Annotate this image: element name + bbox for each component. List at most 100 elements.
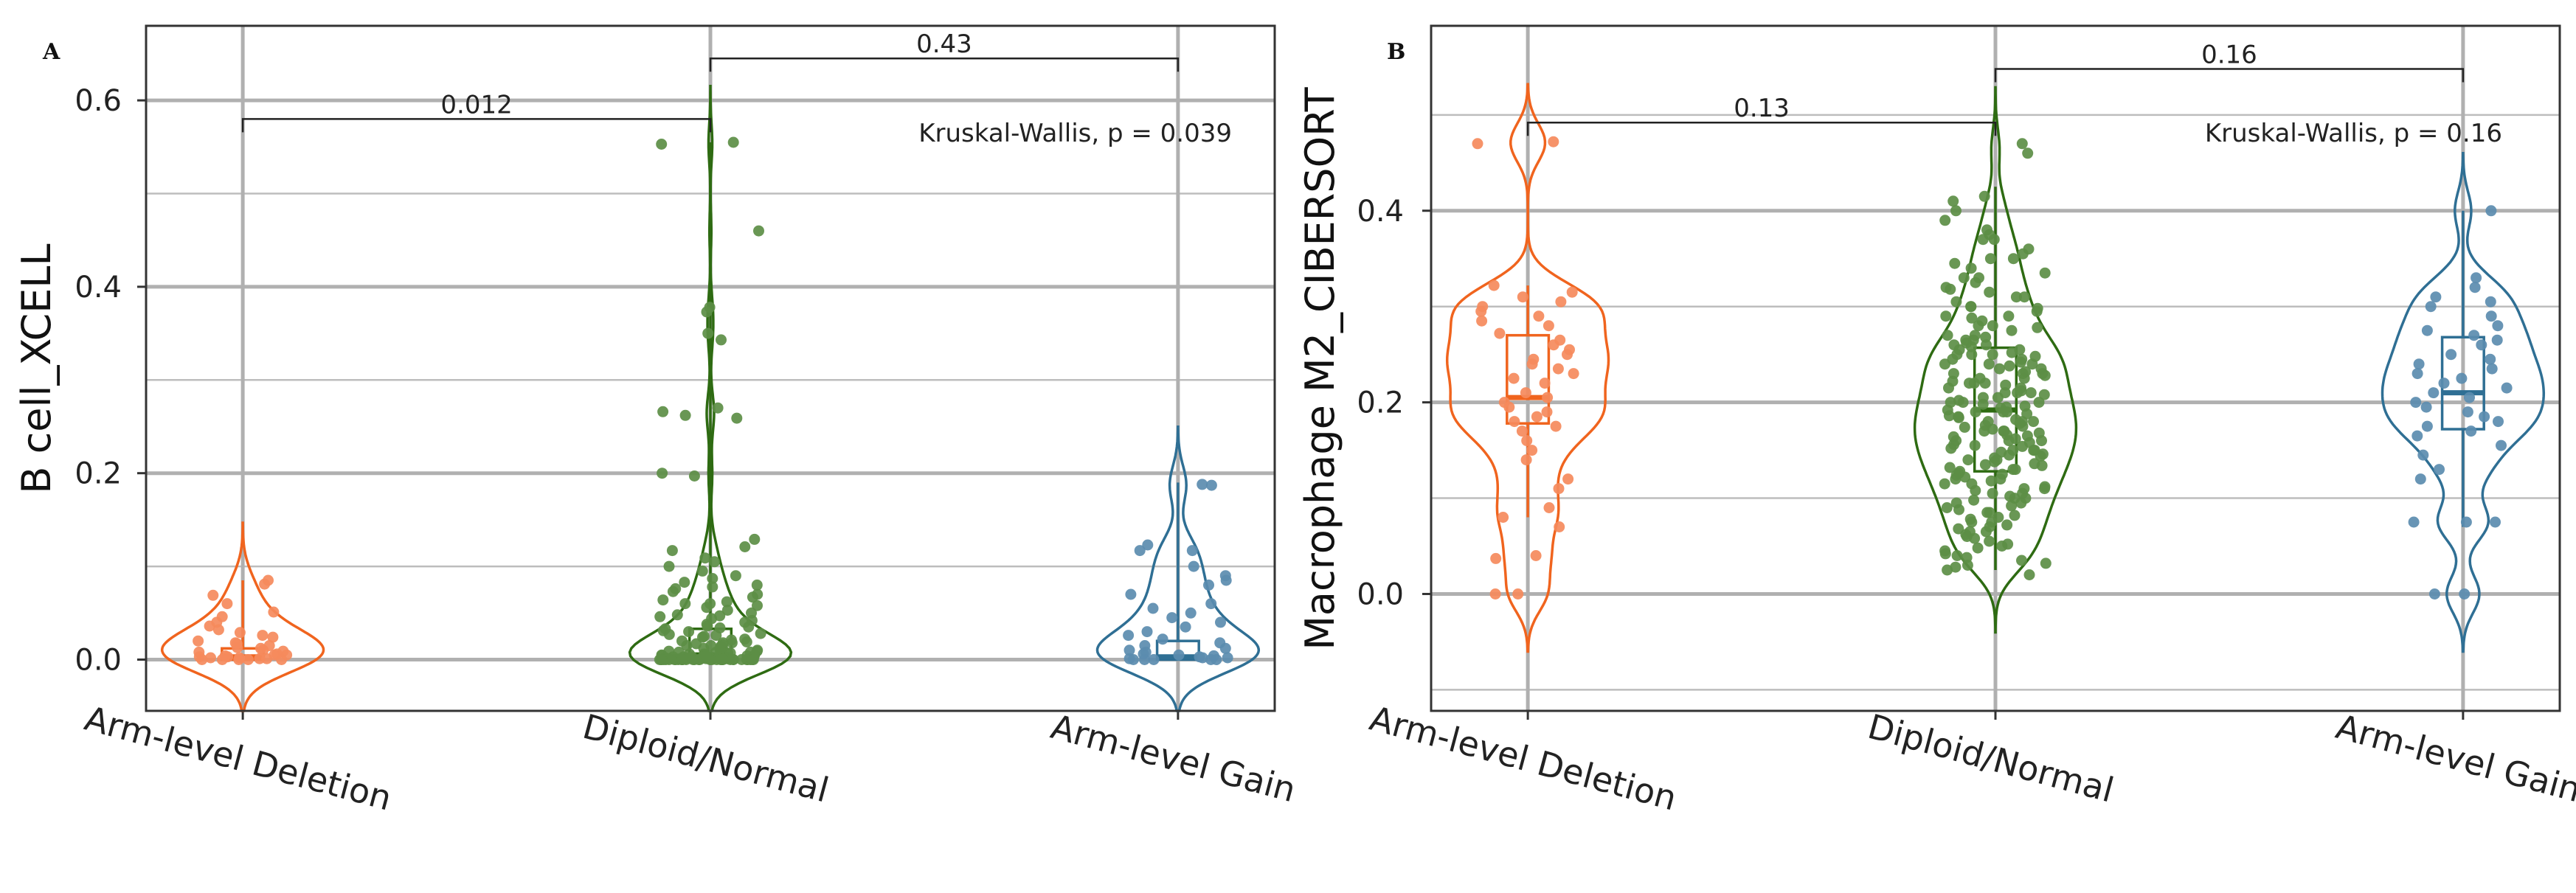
data-point: [2445, 349, 2457, 361]
data-point: [721, 596, 733, 608]
data-point: [2421, 324, 2433, 336]
data-point: [1970, 406, 1981, 418]
data-point: [1939, 358, 1950, 370]
data-point: [752, 600, 763, 611]
data-point: [2016, 138, 2028, 150]
data-point: [1953, 523, 1964, 535]
data-point: [2485, 296, 2496, 307]
data-point: [1950, 205, 1962, 217]
data-point: [2501, 382, 2513, 394]
data-point: [1509, 416, 1520, 428]
data-point: [731, 412, 743, 424]
data-point: [1950, 435, 1962, 447]
data-point: [1503, 401, 1515, 413]
data-point: [1517, 291, 1528, 303]
data-point: [679, 598, 691, 610]
data-point: [1548, 136, 1559, 147]
data-point: [727, 136, 739, 148]
group-diploid-normal: [1913, 86, 2078, 634]
comparison-bracket: [1994, 68, 2465, 83]
data-point: [2460, 516, 2472, 528]
data-point: [2025, 387, 2037, 399]
data-point: [663, 628, 675, 640]
data-point: [1568, 368, 1579, 380]
data-point: [1520, 454, 1532, 466]
data-point: [1186, 545, 1198, 557]
data-point: [721, 605, 733, 616]
data-point: [267, 631, 279, 643]
data-point: [741, 636, 752, 647]
data-point: [1197, 479, 1208, 490]
data-point: [1533, 310, 1545, 322]
data-point: [679, 577, 690, 588]
comparison-p-value: 0.43: [916, 29, 972, 59]
data-point: [2017, 368, 2029, 380]
data-point: [666, 545, 678, 557]
data-point: [2023, 569, 2035, 580]
data-point: [2033, 397, 2045, 409]
data-point: [747, 654, 759, 665]
data-point: [1939, 478, 1950, 490]
data-point: [2017, 440, 2028, 452]
data-point: [1991, 454, 2003, 466]
data-point: [1966, 312, 1978, 324]
data-point: [712, 402, 724, 414]
data-point: [1972, 542, 1984, 554]
data-point: [671, 609, 683, 621]
data-point: [2040, 557, 2052, 569]
data-point: [1521, 435, 1533, 447]
data-point: [1134, 545, 1146, 557]
data-point: [2459, 588, 2471, 600]
data-point: [739, 541, 751, 552]
data-point: [1180, 621, 1191, 633]
data-point: [2491, 334, 2503, 346]
data-point: [1947, 195, 1959, 207]
data-point: [257, 630, 269, 642]
data-point: [2479, 411, 2490, 423]
data-point: [1968, 378, 1980, 389]
data-point: [1977, 234, 1989, 246]
data-point: [657, 594, 669, 606]
data-point: [2001, 406, 2012, 418]
y-tick-label: 0.0: [75, 643, 122, 677]
data-point: [1966, 349, 1978, 361]
comparison-bracket: [709, 57, 1180, 72]
data-point: [1548, 339, 1559, 351]
data-point: [2485, 353, 2496, 365]
data-point: [717, 654, 729, 665]
data-point: [2018, 291, 2030, 303]
data-point: [2469, 282, 2481, 293]
data-point: [727, 654, 739, 665]
data-point: [2004, 449, 2015, 461]
data-point: [702, 620, 713, 632]
x-tick-label: Arm-level Deletion: [80, 698, 395, 819]
data-point: [2421, 420, 2433, 432]
axes-frame: [1430, 24, 2561, 712]
data-point: [2428, 387, 2440, 399]
data-point: [2001, 519, 2013, 531]
violin: [1445, 83, 1610, 653]
data-point: [1554, 521, 1565, 532]
data-point: [234, 627, 246, 639]
data-point: [1959, 421, 1970, 433]
data-point: [1992, 392, 2004, 403]
data-point: [1959, 471, 1971, 483]
data-point: [657, 406, 669, 417]
data-point: [1953, 344, 1965, 355]
data-point: [1988, 234, 2000, 246]
data-point: [1127, 654, 1139, 665]
data-point: [1981, 339, 1992, 351]
data-point: [1197, 652, 1208, 664]
data-point: [2411, 430, 2423, 442]
data-point: [1950, 561, 1962, 573]
data-point: [1973, 320, 1984, 332]
data-point: [1531, 411, 1543, 423]
data-point: [2003, 435, 2015, 447]
data-point: [1543, 502, 1555, 513]
y-tick-label: 0.4: [75, 271, 122, 305]
test-annotation: Kruskal-Wallis, p = 0.039: [918, 119, 1232, 148]
data-point: [1220, 574, 1232, 586]
data-point: [1125, 588, 1137, 600]
data-point: [1215, 616, 1226, 628]
